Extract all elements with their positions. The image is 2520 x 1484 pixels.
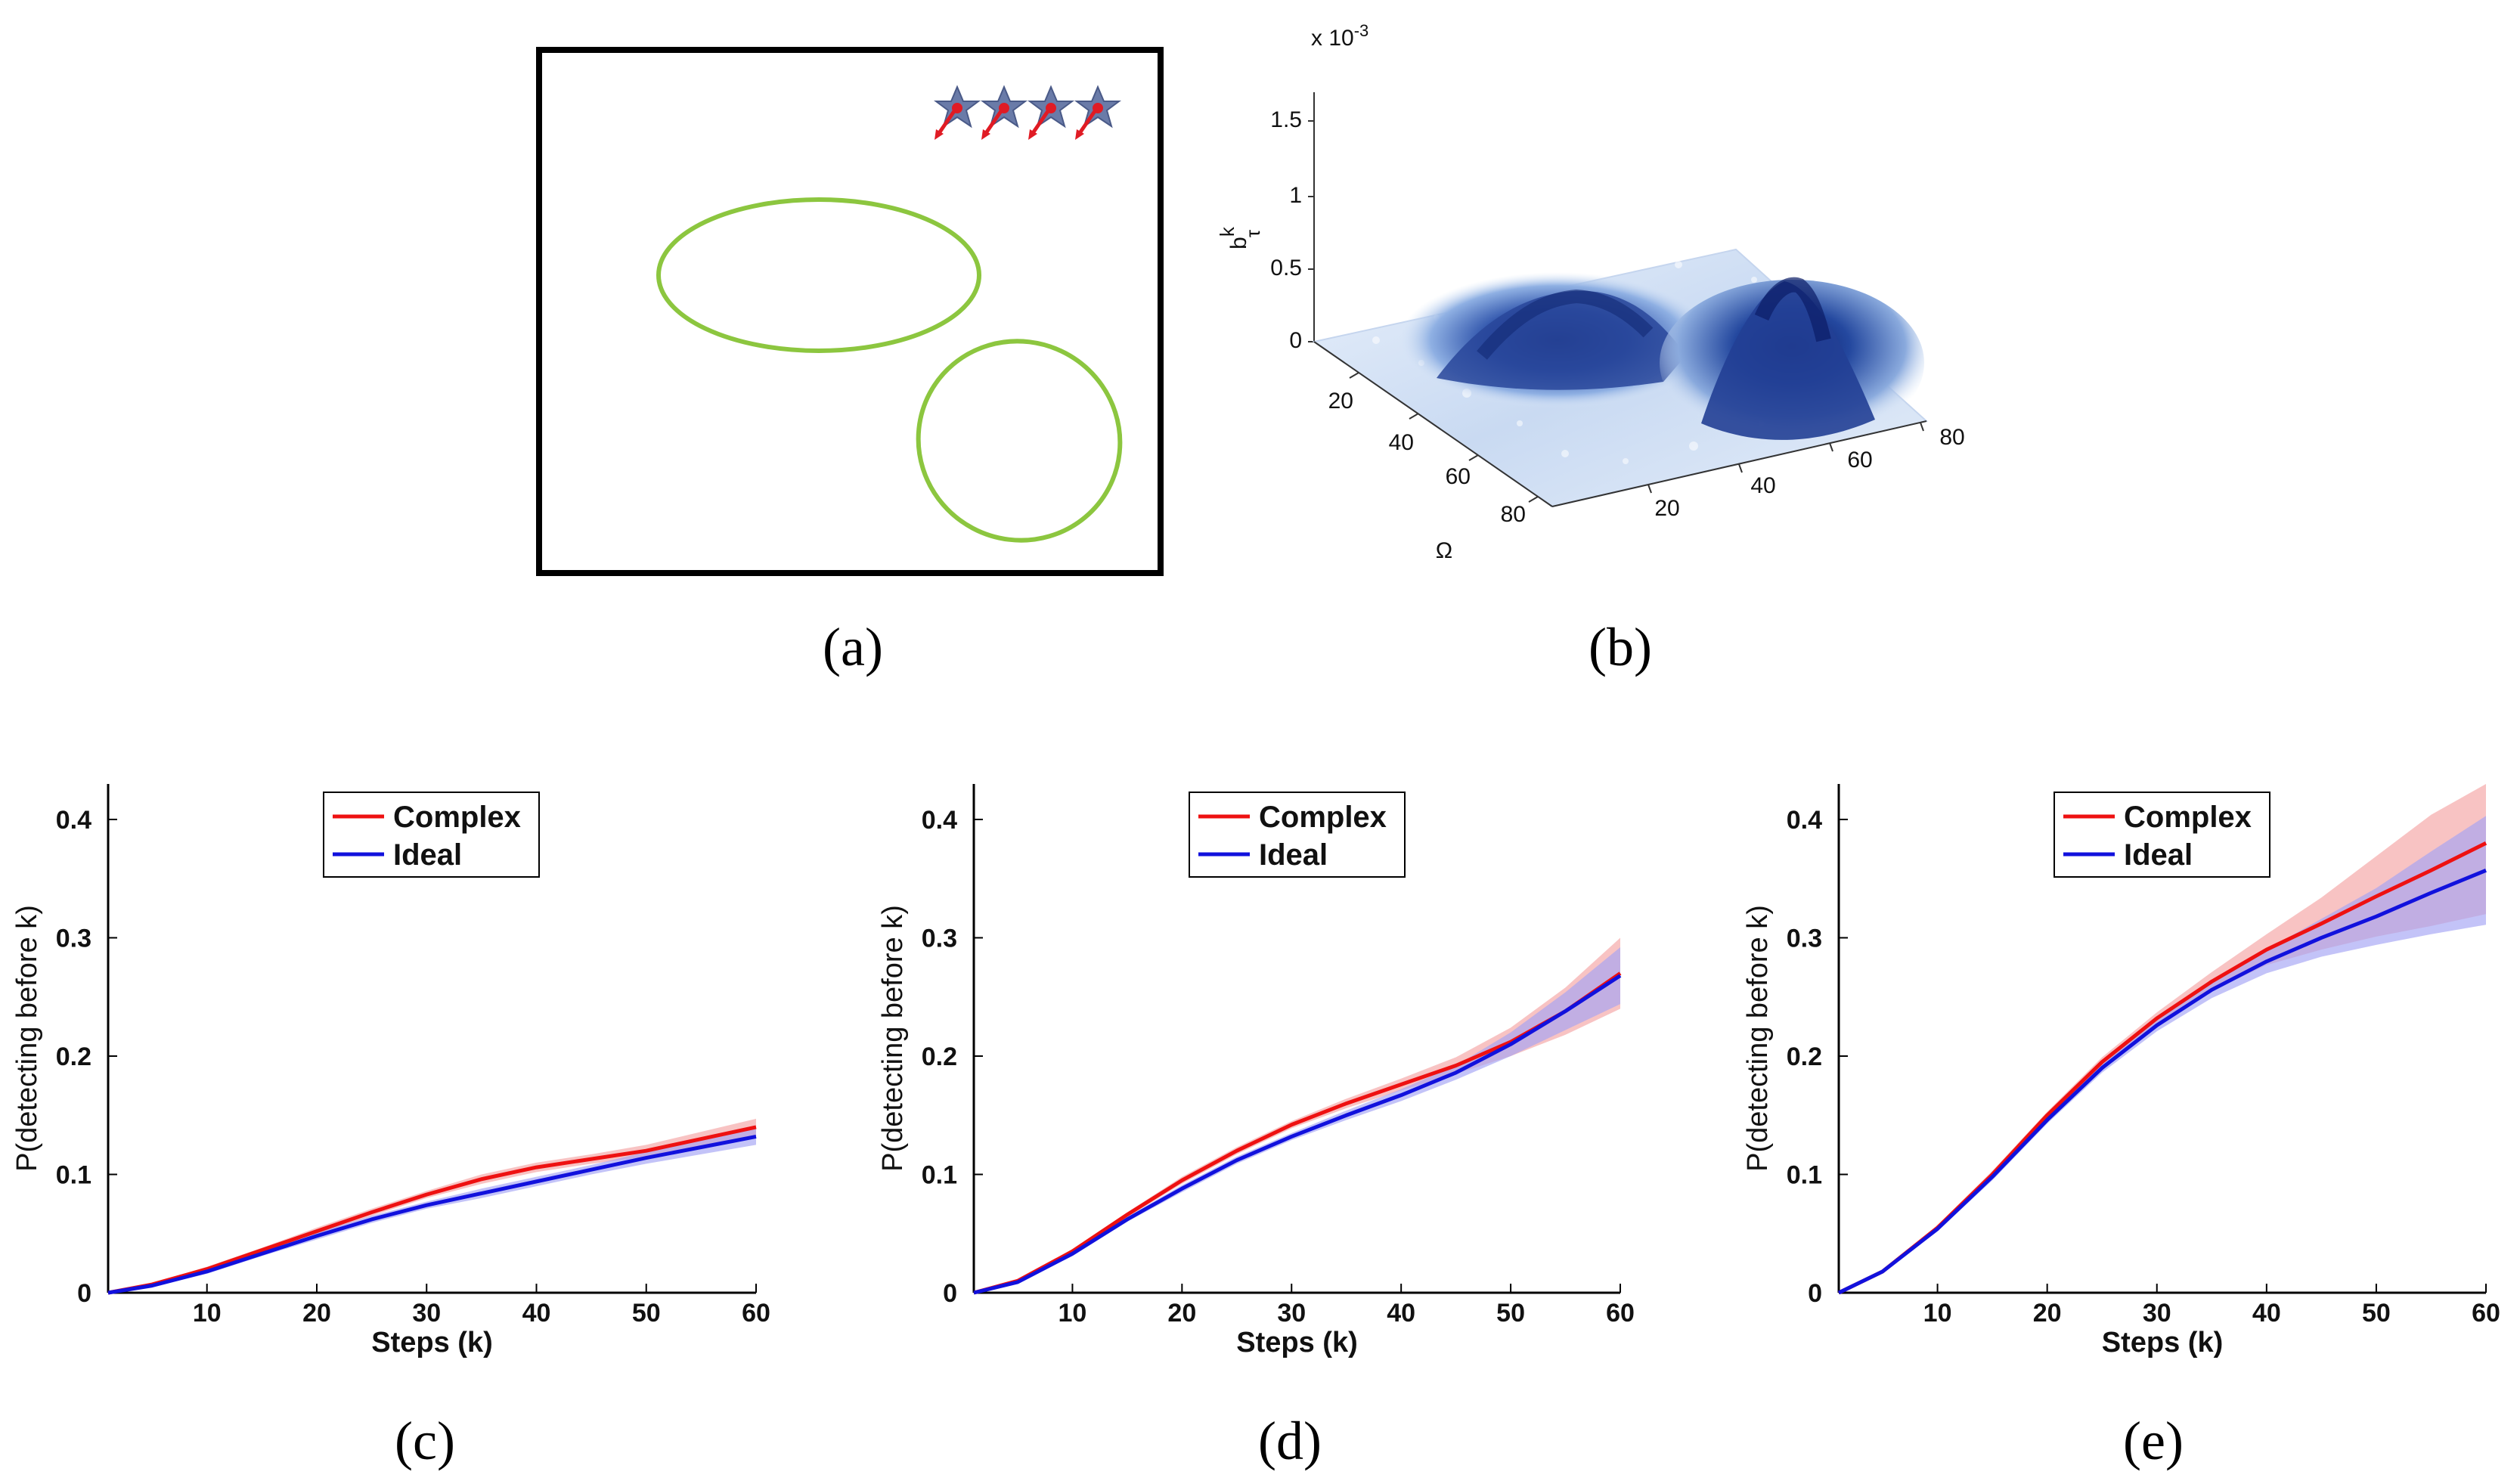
- x-axis-label: Steps (k): [371, 1327, 492, 1359]
- y-axis-label: P(detecting before k): [1742, 905, 1774, 1172]
- surface-panel: 0 0.5 1 1.5 x 10-3 bk τ: [1216, 21, 1965, 563]
- y-tick-label: 0.2: [56, 1043, 91, 1071]
- legend-box: [2054, 792, 2270, 878]
- target-star-icon: [1074, 85, 1121, 140]
- legend-box: [323, 792, 540, 878]
- series-line-complex: [107, 1125, 757, 1295]
- omega-axis-label: Ω: [1436, 538, 1452, 563]
- legend-entry: Ideal: [2124, 838, 2193, 872]
- x-axis-label: Steps (k): [2102, 1327, 2223, 1359]
- x3d-tick: 20: [1654, 496, 1679, 521]
- panel-label-b: (b): [1589, 617, 1652, 677]
- z-tick: 1.5: [1270, 107, 1302, 132]
- x-tick-label: 10: [1923, 1299, 1952, 1328]
- search-region-ellipse-1: [656, 197, 981, 353]
- legend-entry: Complex: [1259, 801, 1387, 834]
- x-tick-label: 40: [2252, 1299, 2281, 1328]
- target-star-icon: [1028, 85, 1074, 140]
- x3d-tick: 40: [1750, 473, 1775, 498]
- series-line-ideal: [1837, 868, 2487, 1295]
- legend-entry: Ideal: [393, 838, 462, 872]
- y-tick-label: 0.3: [922, 924, 957, 953]
- x-tick-label: 30: [1277, 1299, 1306, 1328]
- x-tick-label: 50: [2362, 1299, 2391, 1328]
- legend-entry: Complex: [2124, 801, 2252, 834]
- target-star-icon: [981, 85, 1028, 140]
- z-tick: 0.5: [1270, 256, 1302, 280]
- legend-entry: Ideal: [1259, 838, 1328, 872]
- target-markers: [934, 85, 1121, 140]
- x-tick-label: 50: [1496, 1299, 1525, 1328]
- legend-entry: Complex: [393, 801, 521, 834]
- x-tick-label: 30: [2143, 1299, 2171, 1328]
- panel-label-e: (e): [2123, 1411, 2184, 1471]
- x-tick-label: 40: [1387, 1299, 1415, 1328]
- series-line-ideal: [107, 1134, 757, 1295]
- y-axis-label: P(detecting before k): [877, 905, 909, 1172]
- x-tick-label: 60: [742, 1299, 770, 1328]
- z-exponent: x 10-3: [1311, 21, 1368, 51]
- y-tick-label: 0.1: [1787, 1160, 1822, 1189]
- map-panel: [536, 47, 1164, 576]
- y-tick-label: 0.1: [56, 1160, 91, 1189]
- x-axis-3d: [1551, 420, 1927, 507]
- x-tick-label: 20: [2033, 1299, 2062, 1328]
- x-tick-label: 60: [2472, 1299, 2500, 1328]
- target-star-icon: [934, 85, 981, 140]
- y-tick-label: 0: [943, 1279, 957, 1308]
- omega-tick: 80: [1501, 502, 1526, 527]
- x3d-tick: 80: [1939, 425, 1964, 450]
- omega-tick: 60: [1446, 464, 1471, 489]
- x-axis-label: Steps (k): [1236, 1327, 1357, 1359]
- chart-d: 0 0.1 0.2 0.3 0.4 10 20 30 40 50 60 Steps (k) P(dete…: [877, 784, 1635, 1359]
- y-tick-label: 0.3: [56, 924, 91, 953]
- map-border: [536, 47, 1164, 576]
- series-line-complex: [973, 971, 1622, 1295]
- y-tick-label: 0.4: [1787, 806, 1822, 835]
- legend-box: [1189, 792, 1406, 878]
- x-tick-label: 20: [302, 1299, 331, 1328]
- omega-tick: 40: [1389, 430, 1414, 455]
- y-tick-label: 0.2: [1787, 1043, 1822, 1071]
- chart-e: 0 0.1 0.2 0.3 0.4 10 20 30 40 50 60 Steps (k) P(dete…: [1742, 784, 2500, 1359]
- chart-c: 0 0.1 0.2 0.3 0.4 10 20 30 40 50 60 Steps (k) P(dete…: [11, 784, 770, 1359]
- y-tick-label: 0: [1808, 1279, 1822, 1308]
- x-tick-label: 20: [1167, 1299, 1196, 1328]
- omega-axis: [1313, 341, 1553, 507]
- x3d-tick: 60: [1847, 448, 1872, 472]
- x-tick-label: 30: [412, 1299, 441, 1328]
- z-tick: 0: [1289, 328, 1302, 353]
- x-tick-label: 60: [1606, 1299, 1635, 1328]
- svg-text:bkτ: bk τ: [1216, 226, 1264, 249]
- panel-label-a: (a): [823, 617, 883, 677]
- x-tick-label: 10: [1059, 1299, 1087, 1328]
- y-axis-label: P(detecting before k): [11, 905, 43, 1172]
- x-tick-label: 10: [193, 1299, 222, 1328]
- y-tick-label: 0.2: [922, 1043, 957, 1071]
- confidence-band: [1839, 816, 2486, 1293]
- y-tick-label: 0.4: [56, 806, 91, 835]
- panel-label-d: (d): [1258, 1411, 1322, 1471]
- x-tick-label: 50: [632, 1299, 661, 1328]
- z-tick: 1: [1289, 183, 1302, 208]
- y-tick-label: 0.4: [922, 806, 957, 835]
- search-region-ellipse-2: [916, 339, 1123, 543]
- panel-label-c: (c): [395, 1411, 455, 1471]
- y-tick-label: 0.3: [1787, 924, 1822, 953]
- series-line-ideal: [973, 974, 1622, 1295]
- confidence-band: [974, 937, 1620, 1293]
- y-tick-label: 0: [77, 1279, 91, 1308]
- y-tick-label: 0.1: [922, 1160, 957, 1189]
- omega-tick: 20: [1328, 389, 1353, 414]
- x-tick-label: 40: [522, 1299, 551, 1328]
- z-axis-label: bk τ: [1216, 226, 1264, 249]
